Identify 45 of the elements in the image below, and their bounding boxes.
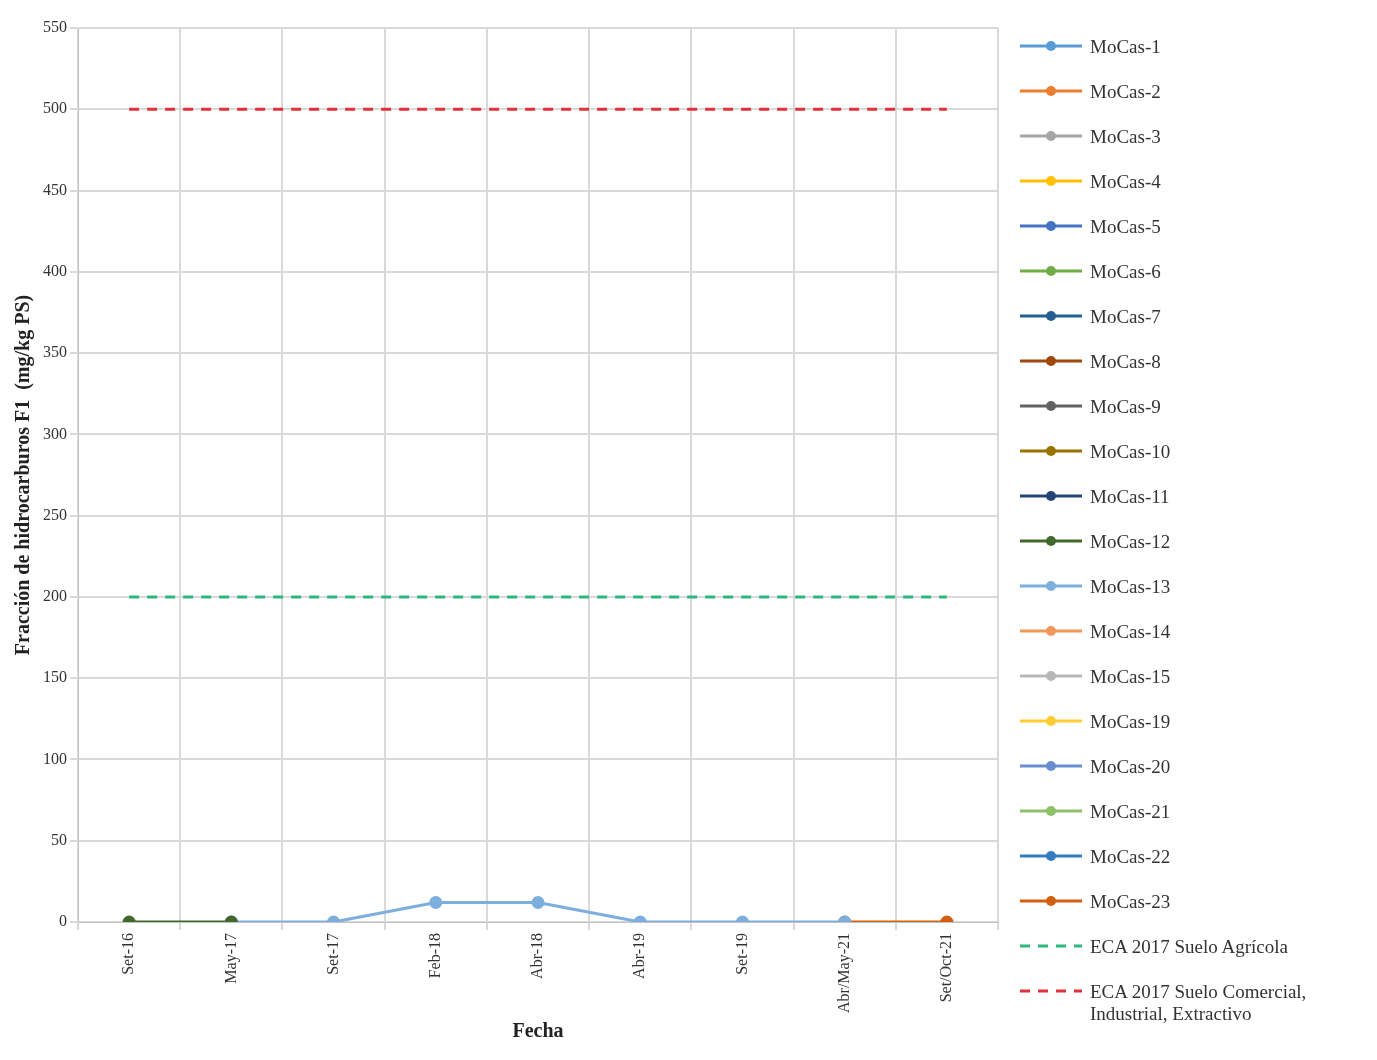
- y-tick-label: 400: [43, 262, 67, 280]
- y-tick-label: 550: [43, 18, 67, 36]
- x-axis-title: Fecha: [512, 1019, 564, 1042]
- legend-label: MoCas-12: [1090, 531, 1171, 553]
- y-tick-label: 350: [43, 343, 67, 361]
- y-tick-label: 100: [43, 749, 67, 767]
- legend-label: MoCas-10: [1090, 441, 1171, 463]
- legend-label: MoCas-9: [1090, 396, 1161, 418]
- legend-label: MoCas-4: [1090, 171, 1161, 193]
- y-tick-label: 300: [43, 424, 67, 442]
- legend-label: MoCas-14: [1090, 621, 1171, 643]
- x-tick-label: Set-17: [323, 933, 341, 975]
- y-tick-label: 500: [43, 99, 67, 117]
- x-tick-label: Set/Oct-21: [937, 933, 955, 1003]
- legend-label: MoCas-8: [1090, 351, 1161, 373]
- x-tick-label: Set-19: [732, 933, 750, 975]
- legend-label: MoCas-6: [1090, 261, 1161, 283]
- y-tick-label: 0: [59, 912, 67, 930]
- x-tick-label: Feb-18: [425, 933, 443, 979]
- y-axis-title: Fracción de hidrocarburos F1 (mg/kg PS): [11, 294, 35, 656]
- x-tick-label: Abr/May-21: [834, 933, 853, 1013]
- y-tick-label: 150: [43, 668, 67, 686]
- legend-label: MoCas-21: [1090, 801, 1171, 823]
- legend-label: ECA 2017 Suelo Comercial, Industrial, Extractivo: [1090, 981, 1308, 1025]
- legend-label: MoCas-20: [1090, 756, 1171, 778]
- x-tick-label: Set-16: [119, 933, 137, 975]
- legend-label: MoCas-22: [1090, 846, 1171, 868]
- legend-label: MoCas-2: [1090, 81, 1161, 103]
- x-tick-label: May-17: [221, 933, 240, 984]
- y-tick-label: 50: [51, 830, 67, 848]
- legend-label: MoCas-19: [1090, 711, 1171, 733]
- x-tick-label: Abr-19: [630, 933, 648, 979]
- y-tick-label: 450: [43, 180, 67, 198]
- legend-label: MoCas-15: [1090, 666, 1171, 688]
- legend-label: MoCas-1: [1090, 36, 1161, 58]
- y-tick-label: 250: [43, 505, 67, 523]
- legend-label: ECA 2017 Suelo Agrícola: [1090, 936, 1288, 958]
- legend-label: MoCas-7: [1090, 306, 1161, 328]
- y-tick-label: 200: [43, 587, 67, 605]
- legend-label: MoCas-11: [1090, 486, 1170, 508]
- legend-label: MoCas-23: [1090, 891, 1171, 913]
- x-tick-label: Abr-18: [528, 933, 546, 979]
- legend-label: MoCas-3: [1090, 126, 1161, 148]
- legend-label: MoCas-13: [1090, 576, 1171, 598]
- legend-label: MoCas-5: [1090, 216, 1161, 238]
